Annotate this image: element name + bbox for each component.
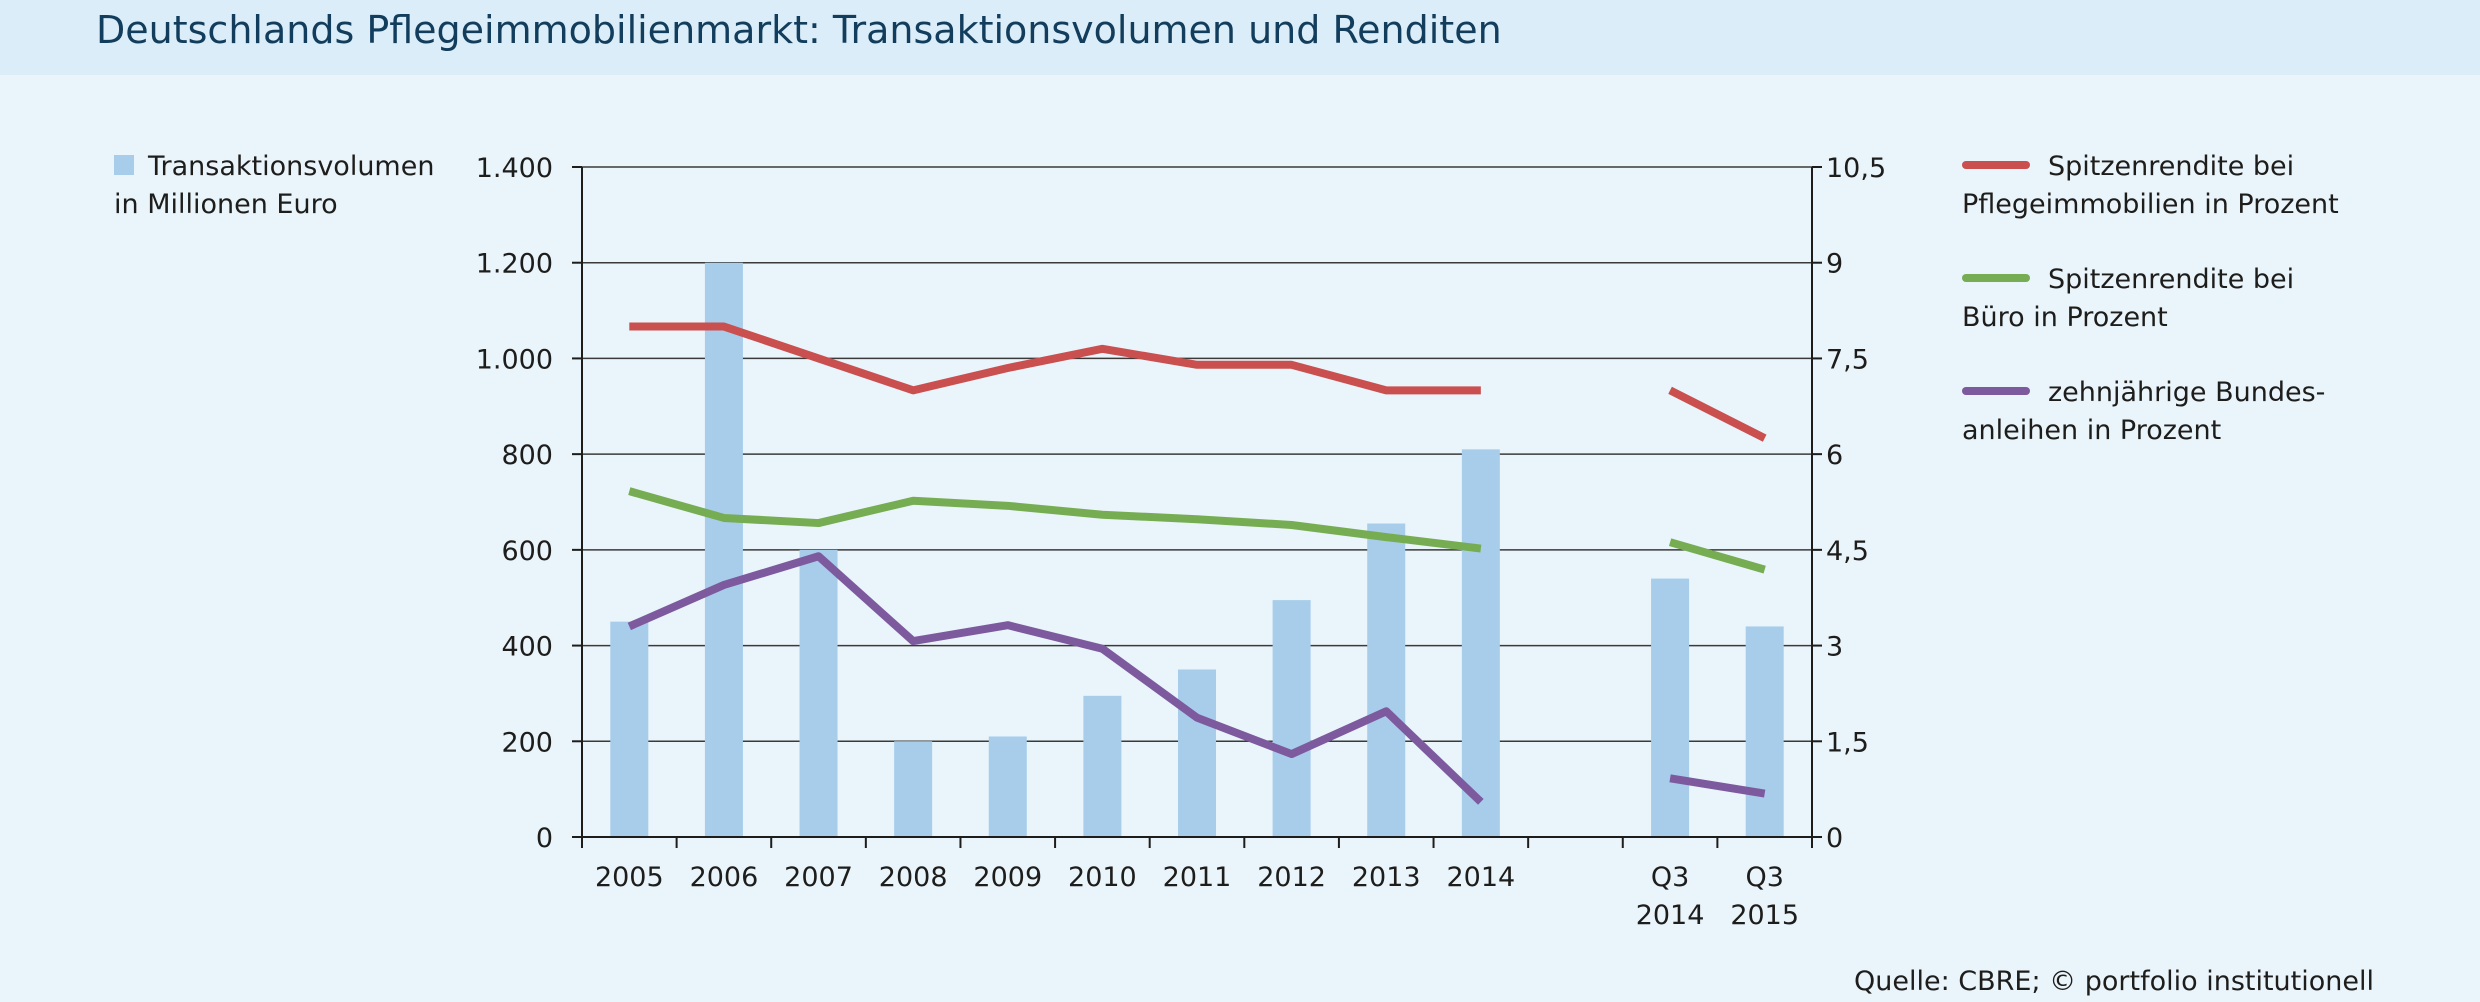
bar <box>988 736 1027 837</box>
legend-item-bund: zehnjährige Bundes- anleihen in Prozent <box>1962 374 2339 450</box>
x-tick-label: 2006 <box>690 862 759 893</box>
bar <box>610 621 649 837</box>
series-line <box>1669 774 1766 798</box>
y-tick-label-right: 6 <box>1826 440 1843 471</box>
y-tick-label-right: 9 <box>1826 249 1843 280</box>
line-swatch-pflege <box>1962 161 2030 169</box>
line-swatch-bund <box>1962 387 2030 395</box>
x-tick-label: 2015 <box>1730 900 1799 931</box>
y-tick-label-left: 1.400 <box>476 153 553 184</box>
x-tick-label: Q3 <box>1651 862 1689 893</box>
x-tick-label: 2014 <box>1446 862 1515 893</box>
legend-bars-text-1: Transaktionsvolumen <box>148 151 435 182</box>
x-tick-label: 2013 <box>1352 862 1421 893</box>
x-tick-label: 2010 <box>1068 862 1137 893</box>
x-tick-label: 2012 <box>1257 862 1326 893</box>
series-line <box>628 487 1482 553</box>
x-tick-label: 2014 <box>1636 900 1705 931</box>
legend-lines: Spitzenrendite bei Pflegeimmobilien in P… <box>1962 148 2339 487</box>
y-tick-label-left: 400 <box>501 632 553 663</box>
legend-item-pflege: Spitzenrendite bei Pflegeimmobilien in P… <box>1962 148 2339 224</box>
legend-buero-text-1: Spitzenrendite bei <box>2048 264 2295 295</box>
y-tick-label-right: 1,5 <box>1826 727 1869 758</box>
y-tick-label-left: 1.000 <box>476 344 553 375</box>
x-tick-label: 2005 <box>595 862 664 893</box>
y-tick-label-right: 4,5 <box>1826 536 1869 567</box>
series-line <box>629 322 1481 395</box>
x-tick-label: 2008 <box>879 862 948 893</box>
y-tick-label-right: 3 <box>1826 632 1843 663</box>
legend-pflege-text-2: Pflegeimmobilien in Prozent <box>1962 189 2339 220</box>
legend-bund-text-2: anleihen in Prozent <box>1962 415 2222 446</box>
series-line <box>1668 386 1767 442</box>
bar <box>704 262 743 837</box>
source-note: Quelle: CBRE; © portfolio institutionell <box>1854 966 2375 997</box>
legend-item-buero: Spitzenrendite bei Büro in Prozent <box>1962 261 2339 337</box>
series-line <box>1668 538 1766 574</box>
bar <box>1178 669 1216 837</box>
bar <box>1272 600 1311 837</box>
y-tick-label-left: 0 <box>536 823 553 854</box>
x-tick-label: 2011 <box>1163 862 1232 893</box>
bar <box>799 549 838 837</box>
legend-bars-line-1: Transaktionsvolumen <box>114 148 434 186</box>
bar <box>1083 695 1122 837</box>
legend-buero-text-2: Büro in Prozent <box>1962 302 2168 333</box>
line-swatch-buero <box>1962 274 2030 282</box>
legend-bars: Transaktionsvolumen in Millionen Euro <box>114 148 434 224</box>
title-bar <box>0 0 2480 75</box>
x-tick-label: Q3 <box>1745 862 1783 893</box>
y-tick-label-left: 800 <box>501 440 553 471</box>
legend-bars-line-2: in Millionen Euro <box>114 189 338 220</box>
y-tick-label-right: 7,5 <box>1826 344 1869 375</box>
x-tick-label: 2007 <box>784 862 853 893</box>
y-tick-label-right: 10,5 <box>1826 153 1886 184</box>
chart-title: Deutschlands Pflegeimmobilienmarkt: Tran… <box>96 8 1502 52</box>
bar <box>1461 449 1500 837</box>
bar <box>1367 523 1406 837</box>
bar <box>894 741 933 837</box>
bar-swatch <box>114 155 134 175</box>
y-tick-label-left: 200 <box>501 727 553 758</box>
x-tick-label: 2009 <box>973 862 1042 893</box>
bar <box>1745 626 1784 837</box>
y-tick-label-left: 1.200 <box>476 249 553 280</box>
y-tick-label-right: 0 <box>1826 823 1843 854</box>
legend-pflege-text-1: Spitzenrendite bei <box>2048 151 2295 182</box>
bar <box>1651 578 1690 837</box>
y-tick-label-left: 600 <box>501 536 553 567</box>
series-line <box>627 552 1484 805</box>
legend-bund-text-1: zehnjährige Bundes- <box>2048 377 2326 408</box>
